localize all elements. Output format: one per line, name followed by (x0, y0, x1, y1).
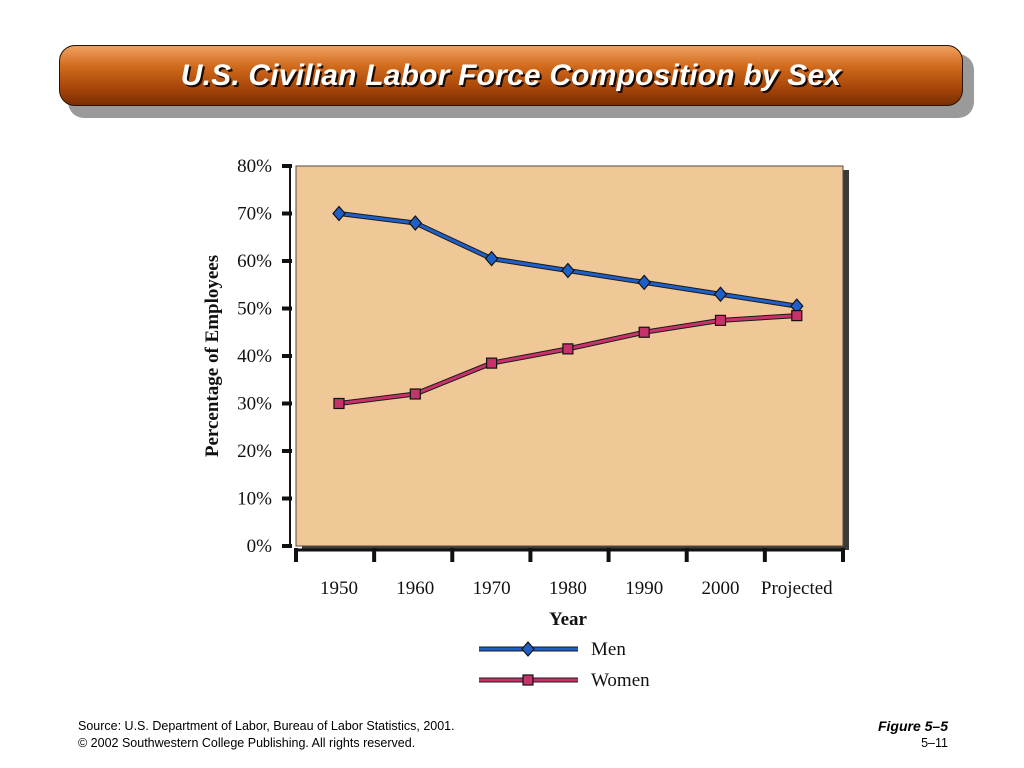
women-data-point (562, 343, 574, 355)
y-axis-label: Percentage of Employees (202, 255, 223, 457)
men-data-point (332, 205, 346, 222)
y-tick-label: 30% (237, 394, 272, 415)
y-tick-label: 70% (237, 204, 272, 225)
x-tick-label: 1950 (320, 578, 358, 599)
men-data-point (561, 262, 575, 279)
women-data-point (486, 357, 498, 369)
y-tick-label: 0% (247, 536, 273, 557)
x-tick-label: 2000 (702, 578, 740, 599)
x-tick-label: 1990 (625, 578, 663, 599)
footer-figure-block: Figure 5–5 5–11 (878, 718, 948, 752)
figure-label: Figure 5–5 (877, 718, 948, 734)
slide-title: U.S. Civilian Labor Force Composition by… (180, 58, 842, 92)
line-chart: 0%10%20%30%40%50%60%70%80% 1950 1960 1970 1… (202, 156, 849, 691)
women-data-point (791, 310, 803, 322)
men-legend-marker (521, 641, 535, 657)
men-data-point (713, 286, 728, 303)
title-bar: U.S. Civilian Labor Force Composition by… (59, 45, 963, 106)
plot-area (295, 165, 844, 547)
women-legend-marker (522, 674, 534, 686)
women-legend-label: Women (591, 670, 650, 691)
women-data-point (638, 326, 650, 338)
y-tick-label: 20% (237, 441, 272, 462)
x-tick-label: 1980 (549, 578, 587, 599)
page-number: 5–11 (921, 736, 948, 750)
x-tick-label: 1970 (473, 578, 511, 599)
women-data-point (333, 397, 345, 410)
x-axis-label: Year (549, 609, 588, 630)
y-tick-label: 60% (237, 251, 272, 272)
footer-source-block: Source: U.S. Department of Labor, Bureau… (78, 718, 455, 752)
men-data-point (637, 274, 651, 291)
y-tick-label: 50% (237, 299, 272, 320)
y-tick-label: 10% (237, 489, 272, 510)
x-tick-label: 1960 (396, 578, 434, 599)
series-layer (332, 205, 804, 410)
men-data-point (484, 250, 499, 267)
y-tick-label: 40% (237, 346, 272, 367)
legend: Men Women (479, 639, 650, 691)
y-axis: 0% 10% 20% 30% 40% 50% 60% 70% 80% (237, 156, 292, 557)
women-data-point (409, 388, 421, 400)
copyright-text: © 2002 Southwestern College Publishing. … (78, 736, 416, 750)
y-tick-label: 80% (237, 156, 272, 177)
women-data-point (714, 314, 727, 326)
men-legend-label: Men (591, 639, 626, 660)
x-tick-label: Projected (761, 578, 833, 599)
source-text: Source: U.S. Department of Labor, Bureau… (78, 719, 455, 733)
men-data-point (408, 215, 423, 231)
x-axis: 1950 1960 1970 1980 1990 2000 Projected (294, 548, 845, 599)
